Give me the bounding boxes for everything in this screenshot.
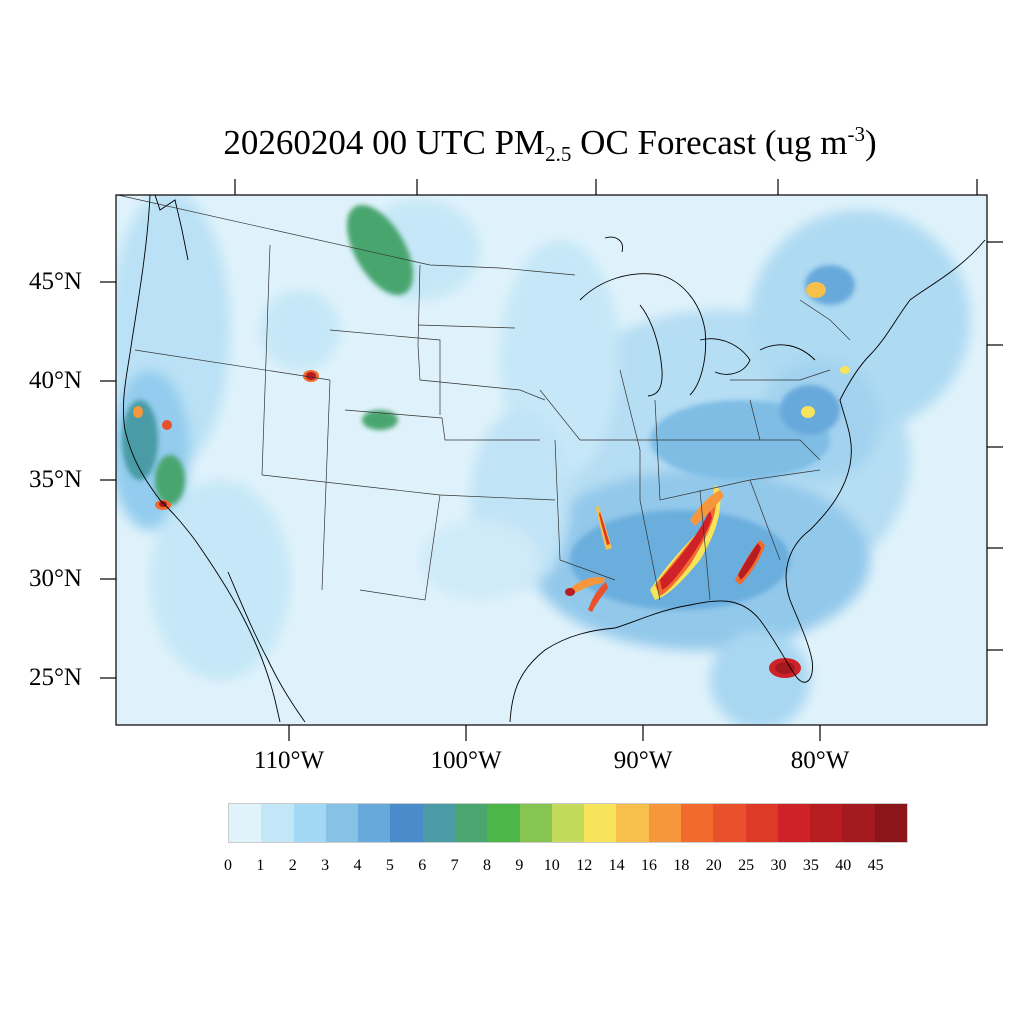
lat-label-45n: 45°N bbox=[28, 268, 82, 295]
lon-label-90w: 90°W bbox=[613, 747, 673, 774]
colorbar-swatch bbox=[390, 804, 423, 842]
colorbar-swatch bbox=[551, 804, 585, 842]
hotspot-arkansas bbox=[596, 505, 612, 550]
colorbar-swatch bbox=[745, 804, 778, 842]
hotspot-norcal bbox=[133, 406, 172, 430]
hotspot-southeast bbox=[650, 485, 765, 600]
colorbar-swatch bbox=[293, 804, 326, 842]
colorbar bbox=[228, 803, 908, 843]
colorbar-label: 9 bbox=[515, 857, 524, 874]
lat-label-35n: 35°N bbox=[28, 466, 82, 493]
colorbar-label: 10 bbox=[543, 857, 560, 874]
colorbar-swatch bbox=[325, 804, 359, 842]
lat-label-40n: 40°N bbox=[28, 367, 82, 394]
colorbar-swatch bbox=[487, 804, 520, 842]
colorbar-swatch bbox=[519, 804, 552, 842]
colorbar-label: 30 bbox=[770, 857, 787, 874]
colorbar-label: 3 bbox=[321, 857, 330, 874]
colorbar-label: 40 bbox=[835, 857, 852, 874]
hotspot-louisiana bbox=[565, 577, 608, 612]
lon-label-110w: 110°W bbox=[253, 747, 325, 774]
colorbar-swatch bbox=[584, 804, 617, 842]
colorbar-swatch bbox=[261, 804, 294, 842]
concentration-field bbox=[116, 195, 987, 725]
colorbar-label: 6 bbox=[418, 857, 427, 874]
hotspot-south-florida bbox=[769, 658, 801, 678]
colorbar-label: 8 bbox=[483, 857, 492, 874]
colorbar-swatch bbox=[454, 804, 488, 842]
colorbar-label: 16 bbox=[640, 857, 657, 874]
colorbar-swatch bbox=[422, 804, 455, 842]
colorbar-swatch bbox=[713, 804, 746, 842]
colorbar-swatch bbox=[777, 804, 811, 842]
colorbar-swatch bbox=[842, 804, 875, 842]
colorbar-swatch bbox=[648, 804, 681, 842]
lat-label-30n: 30°N bbox=[28, 565, 82, 592]
colorbar-label: 7 bbox=[450, 857, 459, 874]
map-title: 20260204 00 UTC PM2.5 OC Forecast (ug m-… bbox=[223, 122, 877, 166]
lon-label-80w: 80°W bbox=[790, 747, 850, 774]
colorbar-label: 18 bbox=[673, 857, 690, 874]
colorbar-label: 2 bbox=[288, 857, 297, 874]
hotspot-utah bbox=[303, 370, 319, 382]
colorbar-label: 35 bbox=[802, 857, 819, 874]
colorbar-label: 5 bbox=[385, 857, 394, 874]
colorbar-swatch bbox=[229, 804, 262, 842]
lon-label-100w: 100°W bbox=[430, 747, 502, 774]
colorbar-label: 4 bbox=[353, 857, 362, 874]
colorbar-swatch bbox=[874, 804, 907, 842]
axis-ticks bbox=[100, 179, 1003, 741]
colorbar-swatch bbox=[616, 804, 649, 842]
colorbar-label: 20 bbox=[705, 857, 722, 874]
colorbar-swatch bbox=[680, 804, 714, 842]
colorbar-label: 12 bbox=[576, 857, 593, 874]
hotspot-northeast bbox=[801, 282, 850, 418]
colorbar-label: 25 bbox=[738, 857, 755, 874]
colorbar-label: 45 bbox=[867, 857, 884, 874]
state-borders bbox=[117, 195, 851, 601]
lat-label-25n: 25°N bbox=[28, 664, 82, 691]
colorbar-label: 0 bbox=[224, 857, 232, 874]
coastlines bbox=[122, 195, 986, 723]
colorbar-label: 14 bbox=[608, 857, 625, 874]
colorbar-label: 1 bbox=[256, 857, 265, 874]
colorbar-swatch bbox=[358, 804, 391, 842]
colorbar-swatch bbox=[810, 804, 843, 842]
